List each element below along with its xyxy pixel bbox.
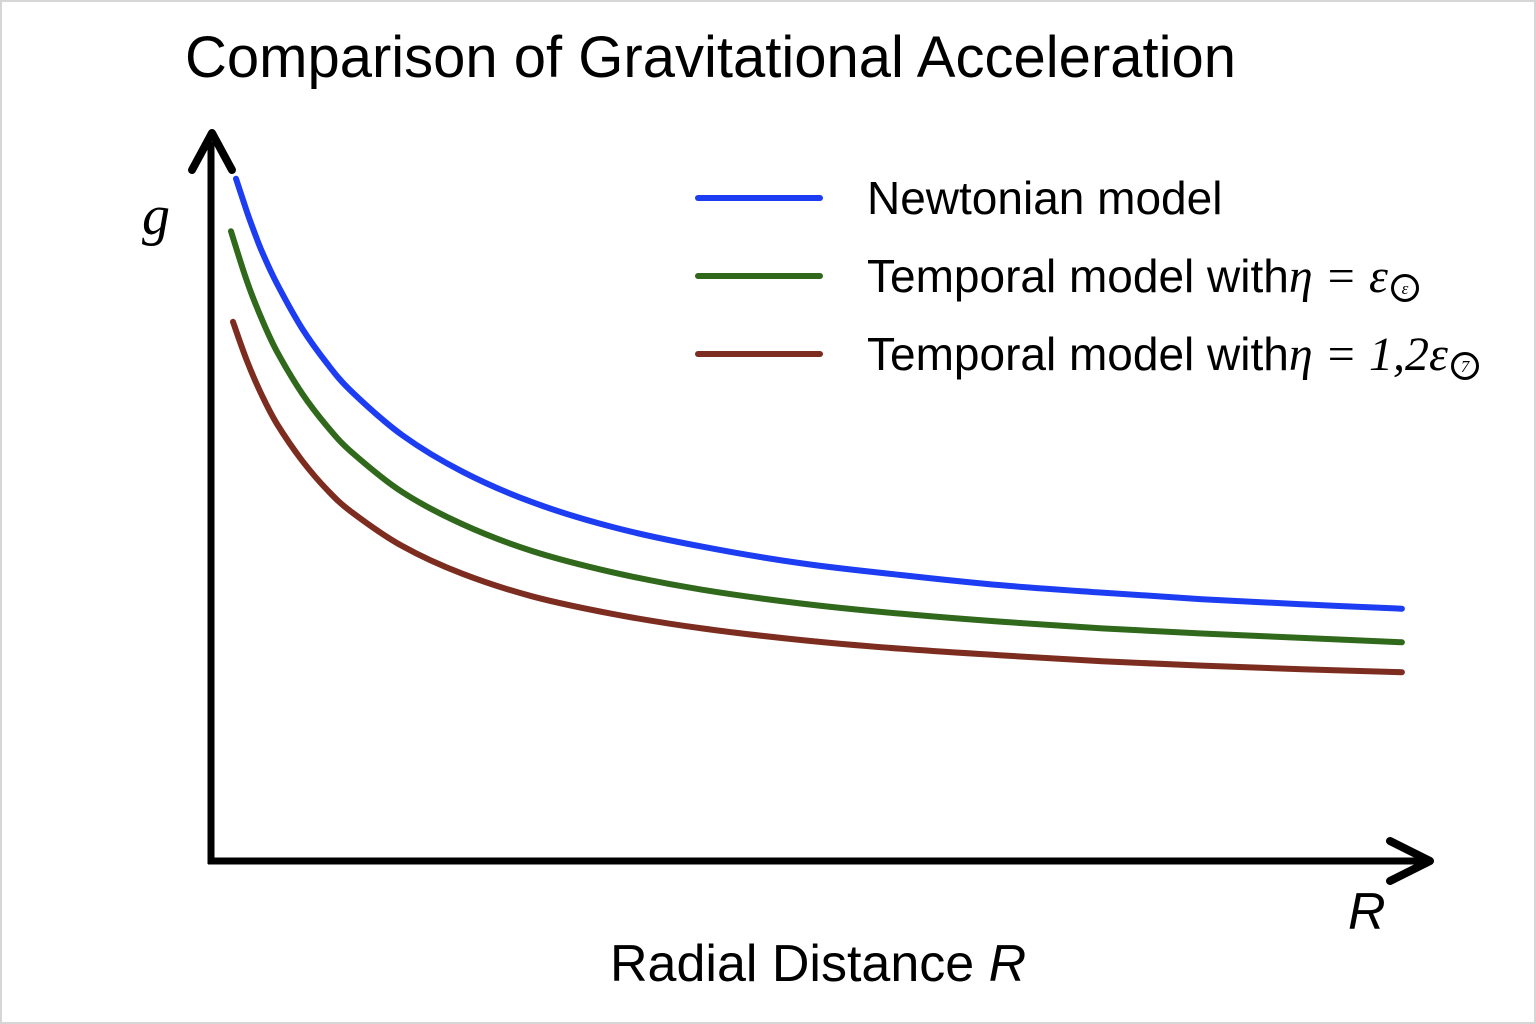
legend-math: η = ε bbox=[1288, 249, 1388, 303]
y-axis-arrow-icon bbox=[188, 129, 236, 174]
legend-label: Newtonian model bbox=[867, 172, 1223, 224]
x-axis-caption: Radial Distance R bbox=[610, 934, 1026, 994]
legend-label: Temporal model with bbox=[867, 328, 1289, 380]
x-axis-caption-symbol: R bbox=[988, 935, 1027, 993]
y-axis-label: g bbox=[142, 185, 170, 247]
legend-item-newtonian: Newtonian model bbox=[695, 159, 1479, 237]
legend-line-swatch bbox=[695, 273, 823, 279]
legend-line-swatch bbox=[695, 351, 823, 357]
x-axis-caption-text: Radial Distance bbox=[610, 935, 989, 993]
chart-title: Comparison of Gravitational Acceleration bbox=[185, 25, 1236, 90]
legend-item-temporal-12eps: Temporal model with η = 1,2ε 7 bbox=[695, 315, 1479, 393]
curve-temporal-eps bbox=[228, 228, 1405, 646]
legend: Newtonian model Temporal model with η = ε… bbox=[695, 159, 1479, 393]
legend-subscript-badge: 7 bbox=[1450, 352, 1479, 380]
legend-label: Temporal model with bbox=[867, 250, 1289, 302]
x-axis-arrow-icon bbox=[1386, 837, 1434, 885]
legend-subscript-badge: ε bbox=[1390, 274, 1419, 302]
x-axis-label: R bbox=[1348, 883, 1386, 941]
legend-math: η = 1,2ε bbox=[1288, 327, 1448, 381]
legend-line-swatch bbox=[695, 195, 823, 201]
curve-temporal-12eps bbox=[230, 318, 1405, 676]
curve-newtonian bbox=[233, 175, 1405, 612]
